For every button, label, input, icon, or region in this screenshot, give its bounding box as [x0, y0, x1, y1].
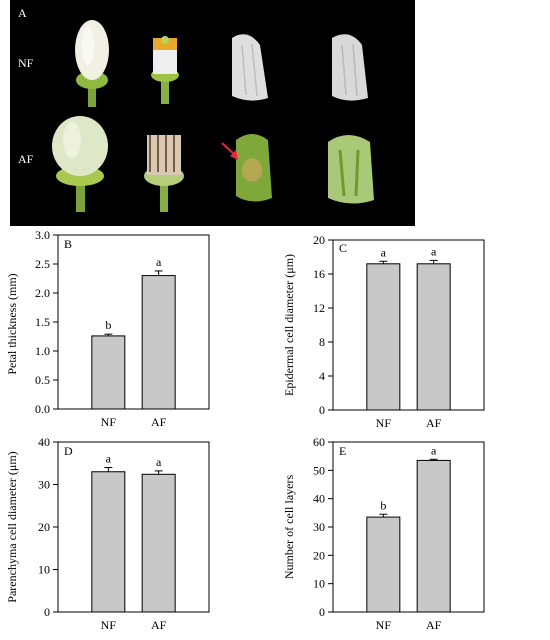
panel-letter-e: E — [339, 444, 346, 458]
y-axis-label-e: Number of cell layers — [282, 475, 296, 580]
nf-petal-image-1 — [232, 34, 268, 101]
x-tick-label-e-nf: NF — [376, 618, 392, 632]
panel-letter-d: D — [64, 444, 73, 458]
flower-photo-grid: A NF AF — [10, 0, 415, 226]
significance-label-c-nf: a — [381, 245, 387, 259]
row-label-nf: NF — [18, 56, 34, 70]
y-tick-label-c: 20 — [313, 233, 325, 247]
y-tick-label-b: 1.5 — [35, 315, 50, 329]
y-axis-label-d: Parenchyma cell diameter (μm) — [5, 451, 19, 602]
af-flower-bud-image — [52, 116, 108, 212]
photo-panel: A NF AF — [10, 0, 415, 226]
y-tick-label-b: 1.0 — [35, 344, 50, 358]
y-tick-label-c: 8 — [319, 335, 325, 349]
bar-d-af — [141, 473, 176, 613]
bar-e-af — [416, 459, 451, 613]
y-tick-label-b: 0.5 — [35, 373, 50, 387]
panel-letter-c: C — [339, 241, 347, 255]
y-tick-label-e: 60 — [313, 435, 325, 449]
chart-epidermal-cell-diameter: C Epidermal cell diameter (μm) 0 4 8 12 16 20… — [282, 233, 485, 430]
significance-label-b-nf: b — [105, 318, 111, 332]
significance-label-d-nf: a — [106, 452, 112, 466]
chart-number-of-cell-layers: E Number of cell layers 0 10 20 30 40 50 60 b NF… — [282, 435, 485, 632]
bar-c-nf — [366, 263, 401, 411]
y-tick-label-c: 4 — [319, 369, 325, 383]
significance-label-d-af: a — [156, 455, 162, 469]
y-axis-label-b: Petal thickness (mm) — [5, 273, 19, 374]
y-tick-label-e: 0 — [319, 605, 325, 619]
y-tick-label-e: 20 — [313, 548, 325, 562]
y-tick-label-b: 2.0 — [35, 286, 50, 300]
y-tick-label-d: 20 — [38, 520, 50, 534]
chart-petal-thickness: B Petal thickness (mm) 0.0 0.5 1.0 1.5 2.0 2.… — [5, 230, 210, 429]
bar-c-af — [416, 263, 451, 411]
bar-e-nf — [366, 516, 401, 613]
af-dissected-flower-image — [144, 135, 184, 212]
bar-b-af — [141, 275, 176, 410]
x-tick-label-d-af: AF — [151, 618, 167, 632]
y-tick-label-c: 16 — [313, 267, 325, 281]
y-tick-label-b: 2.5 — [35, 257, 50, 271]
plot-frame-b — [57, 234, 210, 410]
row-label-af: AF — [18, 152, 34, 166]
x-tick-label-c-nf: NF — [376, 416, 392, 430]
y-tick-label-d: 30 — [38, 478, 50, 492]
af-petal-image-2 — [328, 135, 374, 204]
y-axis-label-c: Epidermal cell diameter (μm) — [282, 254, 296, 396]
nf-flower-bud-image — [75, 20, 109, 107]
x-tick-label-d-nf: NF — [101, 618, 117, 632]
x-tick-label-c-af: AF — [426, 416, 442, 430]
panel-letter-b: B — [64, 237, 72, 251]
x-tick-label-e-af: AF — [426, 618, 442, 632]
y-tick-label-d: 10 — [38, 563, 50, 577]
y-tick-label-d: 0 — [44, 605, 50, 619]
chart-parenchyma-cell-diameter: D Parenchyma cell diameter (μm) 0 10 20 30 4… — [5, 435, 210, 632]
nf-petal-image-2 — [332, 34, 368, 101]
red-arrow-icon — [221, 142, 238, 160]
bar-d-nf — [91, 471, 126, 613]
y-tick-label-b: 3.0 — [35, 230, 50, 242]
significance-label-e-af: a — [431, 443, 437, 457]
significance-label-b-af: a — [156, 255, 162, 269]
y-tick-label-b: 0.0 — [35, 402, 50, 416]
significance-label-c-af: a — [431, 244, 437, 258]
y-tick-label-c: 12 — [313, 301, 325, 315]
af-petal-image-1 — [236, 134, 272, 202]
photo-panel-letter: A — [18, 6, 27, 20]
x-tick-label-b-af: AF — [151, 415, 167, 429]
y-tick-label-e: 50 — [313, 463, 325, 477]
y-tick-label-e: 40 — [313, 492, 325, 506]
y-tick-label-e: 10 — [313, 577, 325, 591]
plot-frame-e — [332, 441, 485, 613]
significance-label-e-nf: b — [380, 498, 386, 512]
nf-dissected-flower-image — [151, 36, 179, 104]
bar-b-nf — [91, 335, 126, 410]
plot-frame-d — [57, 441, 210, 613]
plot-frame-c — [332, 239, 485, 411]
y-tick-label-e: 30 — [313, 520, 325, 534]
x-tick-label-b-nf: NF — [101, 415, 117, 429]
y-tick-label-d: 40 — [38, 435, 50, 449]
y-tick-label-c: 0 — [319, 403, 325, 417]
